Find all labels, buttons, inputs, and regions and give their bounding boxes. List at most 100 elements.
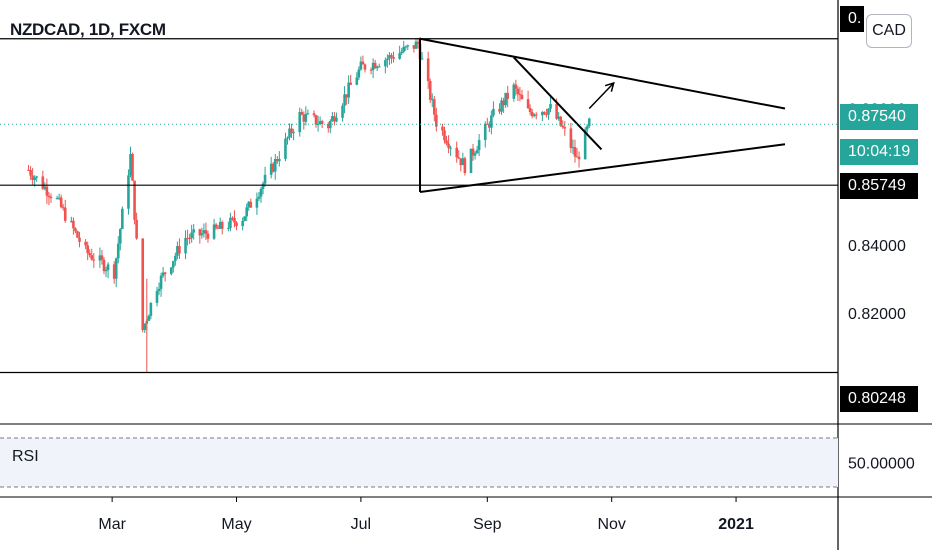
candle-body <box>302 114 306 122</box>
candle-body <box>45 186 49 196</box>
candle-body <box>273 159 277 172</box>
candle-body <box>445 140 448 144</box>
support-price-tag: 0.85749 <box>840 173 918 199</box>
candle-body <box>406 45 410 47</box>
candle-body <box>235 222 238 227</box>
candle-body <box>135 219 138 239</box>
candle-body <box>455 147 459 158</box>
projection-arrow-head <box>604 81 615 92</box>
candle-body <box>57 197 61 199</box>
candle-body <box>361 61 365 65</box>
candle-body <box>63 207 67 221</box>
candle-body <box>149 302 153 316</box>
candle-body <box>318 121 322 125</box>
candle-body <box>545 113 548 115</box>
candle-body <box>88 253 92 256</box>
candle-body <box>200 233 204 236</box>
candle-body <box>112 264 116 279</box>
candle-body <box>245 207 249 217</box>
candle-body <box>214 224 218 228</box>
candle-body <box>84 241 87 246</box>
candle-body <box>443 130 446 141</box>
candle-body <box>447 143 450 148</box>
candle-body <box>516 88 520 95</box>
candle-body <box>204 230 208 234</box>
candle-body <box>514 84 518 89</box>
candle-body <box>31 175 34 180</box>
candle-body <box>420 58 424 60</box>
candle-body <box>70 220 73 222</box>
candle-body <box>457 157 461 159</box>
candle-body <box>202 230 206 234</box>
candle-body <box>127 175 130 209</box>
trendline <box>419 143 786 193</box>
candle-body <box>284 138 287 159</box>
candle-body <box>335 117 338 122</box>
candle-body <box>469 148 473 173</box>
candle-body <box>290 128 293 134</box>
candle-body <box>98 255 102 261</box>
candle-body <box>541 111 544 116</box>
candle-body <box>271 163 275 172</box>
candle-body <box>400 51 403 54</box>
candle-body <box>114 258 118 279</box>
candle-body <box>373 62 377 69</box>
candle-body <box>498 108 501 112</box>
candle-body <box>371 62 375 71</box>
top-level-price-tag: 0. <box>840 6 864 32</box>
candle-body <box>198 229 202 236</box>
candle-body <box>559 116 563 126</box>
candle-body <box>563 127 567 129</box>
candle-body <box>174 255 177 262</box>
candle-body <box>432 99 436 115</box>
candle-body <box>392 56 395 59</box>
candle-body <box>59 197 63 208</box>
candle-body <box>412 45 416 49</box>
candle-body <box>500 100 503 112</box>
candle-body <box>384 60 387 67</box>
x-tick-label: Nov <box>597 516 625 533</box>
candle-body <box>47 195 51 197</box>
candle-body <box>504 92 507 106</box>
candle-body <box>49 196 53 199</box>
x-tick-label: Mar <box>98 516 126 533</box>
candle-body <box>349 82 352 85</box>
candle-body <box>241 220 244 227</box>
candle-body <box>33 177 36 180</box>
candle-body <box>227 227 230 229</box>
candle-body <box>331 116 334 122</box>
candle-body <box>404 46 408 48</box>
candle-body <box>386 58 389 61</box>
candle-body <box>190 232 193 239</box>
candle-body <box>186 237 189 239</box>
candle-body <box>473 153 477 156</box>
candle-body <box>102 259 106 272</box>
candle-body <box>502 100 505 106</box>
candle-body <box>333 116 336 122</box>
candle-body <box>402 46 406 52</box>
candle-body <box>428 81 432 100</box>
candle-body <box>416 41 420 44</box>
y-tick-label: 0.82000 <box>848 306 906 323</box>
y-tick-label: 0.84000 <box>848 238 906 255</box>
currency-button[interactable]: CAD <box>866 14 912 48</box>
x-tick-label: Jul <box>351 516 371 533</box>
trendline <box>513 56 603 151</box>
candle-body <box>347 82 350 98</box>
candle-body <box>278 158 281 162</box>
candle-body <box>55 198 59 200</box>
candle-body <box>518 94 522 96</box>
candle-body <box>369 69 373 71</box>
candle-body <box>257 196 261 199</box>
candle-body <box>169 267 173 274</box>
candle-body <box>92 259 96 261</box>
candle-body <box>157 288 161 291</box>
candle-body <box>571 147 575 149</box>
candle-body <box>292 132 295 134</box>
candle-body <box>133 180 136 220</box>
rsi-band <box>0 438 838 487</box>
candle-body <box>490 115 493 128</box>
candle-body <box>506 92 509 99</box>
candle-body <box>35 176 39 178</box>
